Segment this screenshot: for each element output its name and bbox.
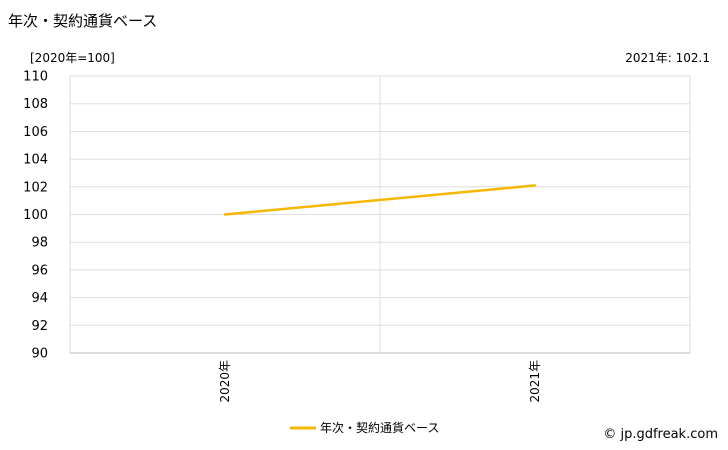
y-tick-label: 100 <box>23 208 48 223</box>
y-tick-label: 110 <box>23 70 48 85</box>
y-tick-label: 90 <box>31 347 48 362</box>
series-layer <box>223 184 537 216</box>
y-tick-label: 108 <box>23 97 48 112</box>
legend-label: 年次・契約通貨ベース <box>320 420 439 435</box>
latest-value-label: 2021年: 102.1 <box>625 51 710 65</box>
x-tick-label: 2021年 <box>528 360 542 403</box>
unit-label: [2020年=100] <box>30 51 115 65</box>
x-axis-ticks: 2020年 2021年 <box>218 360 542 403</box>
y-tick-label: 102 <box>23 180 48 195</box>
y-tick-label: 98 <box>31 236 48 251</box>
data-point <box>223 213 227 216</box>
series-line <box>224 184 536 216</box>
gridlines <box>69 75 691 354</box>
legend: 年次・契約通貨ベース <box>290 420 439 435</box>
data-point <box>533 184 537 187</box>
y-tick-label: 96 <box>31 263 48 278</box>
y-axis-ticks: 90 92 94 96 98 100 102 104 106 108 110 <box>23 70 48 362</box>
y-tick-label: 92 <box>31 319 48 334</box>
chart-title: 年次・契約通貨ベース <box>8 12 158 30</box>
x-tick-label: 2020年 <box>218 360 232 403</box>
source-credit: © jp.gdfreak.com <box>603 427 718 442</box>
y-tick-label: 104 <box>23 153 48 168</box>
y-tick-label: 106 <box>23 125 48 140</box>
y-tick-label: 94 <box>31 291 48 306</box>
